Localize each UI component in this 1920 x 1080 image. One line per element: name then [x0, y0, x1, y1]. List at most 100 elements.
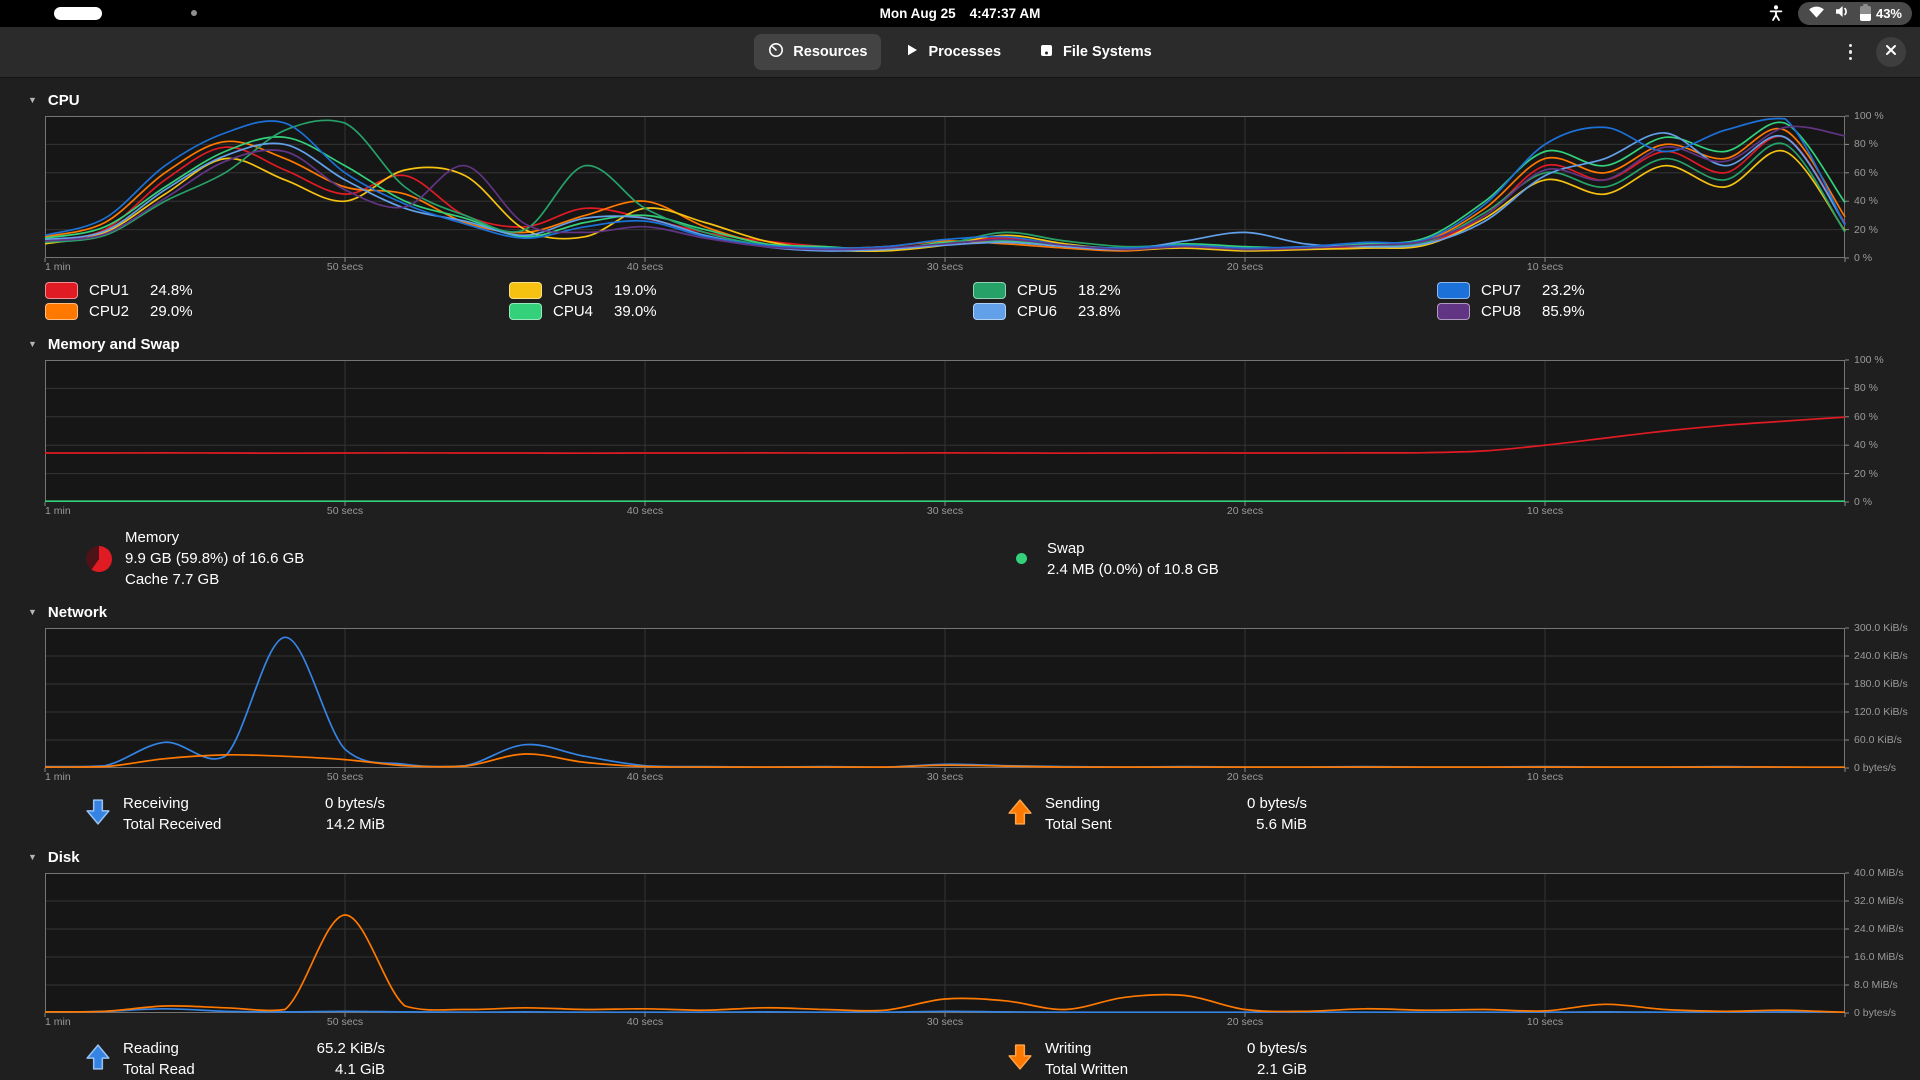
cpu-name: CPU1 — [89, 282, 130, 299]
cpu-color-swatch — [1437, 303, 1470, 320]
tab-resources[interactable]: Resources — [754, 34, 882, 70]
section-title: Memory and Swap — [47, 336, 180, 353]
primary-menu-button[interactable] — [1841, 38, 1861, 67]
cpu-percent: 24.8% — [150, 282, 193, 299]
x-axis-label: 10 secs — [1526, 1016, 1564, 1028]
section-title: CPU — [47, 92, 80, 109]
cpu-legend-column: CPU1 24.8% CPU2 29.0% — [45, 280, 509, 322]
close-icon — [1885, 43, 1897, 61]
x-axis-label: 30 secs — [926, 505, 964, 517]
clock-date: Mon Aug 25 — [879, 6, 956, 21]
y-axis-label: 24.0 MiB/s — [1854, 923, 1904, 935]
x-axis-label: 1 min — [45, 261, 71, 273]
series-Reading — [44, 1007, 1846, 1014]
x-axis-label: 20 secs — [1226, 771, 1264, 783]
y-axis-label: 100 % — [1854, 110, 1884, 122]
y-axis-label: 80 % — [1854, 382, 1878, 395]
x-axis-label: 50 secs — [326, 771, 364, 783]
x-axis-label: 40 secs — [626, 771, 664, 783]
disk-chart — [44, 872, 1849, 1017]
y-axis-label: 240.0 KiB/s — [1854, 650, 1908, 662]
cpu-section: ▼ CPU 100 % 80 % 60 % 40 % 20 % 0 % 1 min 50 s… — [0, 78, 1920, 322]
cpu-legend-item: CPU7 23.2% — [1437, 280, 1901, 301]
cpu-section-header[interactable]: ▼ CPU — [28, 78, 1920, 109]
upload-arrow-icon — [1008, 798, 1032, 830]
read-arrow-icon — [86, 1043, 110, 1075]
total-written-label: Total Written — [1045, 1061, 1129, 1078]
cpu-name: CPU4 — [553, 303, 594, 320]
cpu-legend-item: CPU5 18.2% — [973, 280, 1437, 301]
x-axis-label: 50 secs — [326, 261, 364, 273]
cpu-color-swatch — [45, 282, 78, 299]
sending-rate: 0 bytes/s — [1246, 795, 1307, 812]
cpu-legend-item: CPU2 29.0% — [45, 301, 509, 322]
swap-pie-icon — [1008, 546, 1034, 572]
shell-clock[interactable]: Mon Aug 25 4:47:37 AM — [0, 0, 1920, 27]
cpu-legend-column: CPU7 23.2% CPU8 85.9% — [1437, 280, 1901, 322]
total-received-value: 14.2 MiB — [325, 816, 385, 833]
cpu-legend-item: CPU6 23.8% — [973, 301, 1437, 322]
disk-section: ▼ Disk 40.0 MiB/s 32.0 MiB/s 24.0 MiB/s 16.… — [0, 835, 1920, 1080]
swap-name: Swap — [1047, 539, 1085, 557]
play-icon — [905, 43, 919, 61]
series-CPU8 — [44, 125, 1846, 251]
x-axis-label: 30 secs — [926, 771, 964, 783]
tab-processes[interactable]: Processes — [891, 34, 1015, 70]
close-button[interactable] — [1876, 37, 1906, 67]
total-written-value: 2.1 GiB — [1256, 1061, 1307, 1078]
cpu-x-axis: 1 min 50 secs 40 secs 30 secs 20 secs 10 secs — [45, 258, 1845, 274]
y-axis-label: 60 % — [1854, 166, 1878, 179]
memory-section: ▼ Memory and Swap 100 % 80 % 60 % 40 % 20 % 0… — [0, 322, 1920, 590]
series-CPU7 — [44, 117, 1846, 250]
view-switcher: Resources Processes File Systems — [754, 34, 1165, 70]
memory-chart — [44, 359, 1849, 506]
x-axis-label: 10 secs — [1526, 261, 1564, 273]
memory-section-header[interactable]: ▼ Memory and Swap — [28, 322, 1920, 353]
series-Sending — [44, 753, 1846, 769]
x-axis-label: 30 secs — [926, 1016, 964, 1028]
memory-usage: 9.9 GB (59.8%) of 16.6 GB — [125, 550, 305, 567]
y-axis-label: 40 % — [1854, 439, 1878, 452]
total-sent-label: Total Sent — [1045, 816, 1112, 833]
cpu-percent: 23.2% — [1542, 282, 1585, 299]
tab-file-systems[interactable]: File Systems — [1025, 34, 1166, 70]
section-title: Disk — [47, 849, 80, 866]
y-axis-label: 40.0 MiB/s — [1854, 867, 1904, 879]
cpu-name: CPU7 — [1481, 282, 1522, 299]
y-axis-label: 0 bytes/s — [1854, 762, 1897, 774]
chevron-down-icon: ▼ — [28, 852, 37, 862]
cpu-percent: 29.0% — [150, 303, 193, 320]
tab-resources-label: Resources — [793, 44, 868, 60]
y-axis-label: 40 % — [1854, 195, 1878, 208]
network-section-header[interactable]: ▼ Network — [28, 590, 1920, 621]
battery-icon: 43% — [1859, 4, 1902, 21]
cpu-percent: 23.8% — [1078, 303, 1121, 320]
reading-label: Reading — [123, 1040, 179, 1057]
network-legend: Receiving 0 bytes/s Total Received 14.2 … — [0, 793, 1920, 835]
y-axis-label: 180.0 KiB/s — [1854, 678, 1908, 690]
section-title: Network — [47, 604, 108, 621]
clock-time: 4:47:37 AM — [969, 6, 1041, 21]
write-arrow-icon — [1008, 1043, 1032, 1075]
activities-indicator[interactable] — [54, 7, 102, 20]
y-axis-label: 32.0 MiB/s — [1854, 895, 1904, 907]
x-axis-label: 40 secs — [626, 261, 664, 273]
accessibility-icon[interactable] — [1767, 4, 1785, 23]
cpu-name: CPU6 — [1017, 303, 1058, 320]
y-axis-label: 60.0 KiB/s — [1854, 734, 1902, 746]
disk-section-header[interactable]: ▼ Disk — [28, 835, 1920, 866]
cpu-percent: 19.0% — [614, 282, 657, 299]
memory-legend-item: Memory 9.9 GB (59.8%) of 16.6 GB Cache 7… — [86, 527, 960, 590]
memory-pie-icon — [86, 545, 112, 572]
swap-usage: 2.4 MB (0.0%) of 10.8 GB — [1047, 560, 1219, 578]
network-chart — [44, 627, 1849, 772]
x-axis-label: 1 min — [45, 1016, 71, 1028]
cpu-color-swatch — [509, 303, 542, 320]
writing-label: Writing — [1045, 1040, 1092, 1057]
x-axis-label: 10 secs — [1526, 771, 1564, 783]
total-read-label: Total Read — [123, 1061, 195, 1078]
system-status-pill[interactable]: 43% — [1797, 2, 1912, 25]
tab-processes-label: Processes — [928, 44, 1002, 60]
cpu-legend-column: CPU5 18.2% CPU6 23.8% — [973, 280, 1437, 322]
y-axis-label: 0 bytes/s — [1854, 1007, 1897, 1019]
